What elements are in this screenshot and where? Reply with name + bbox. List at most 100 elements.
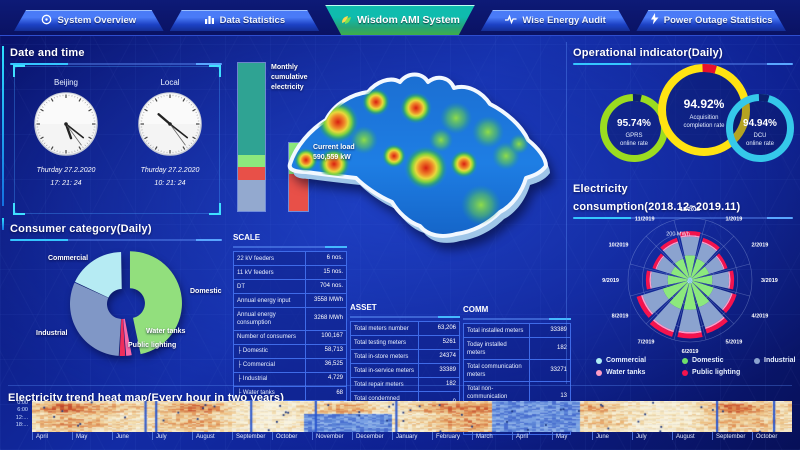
heatmap-month-axis: April May June July August September October No…: [32, 432, 792, 440]
row-label: 22 kV feeders: [237, 255, 275, 262]
leaf-icon: [340, 13, 352, 28]
svg-text:5/2019: 5/2019: [726, 340, 743, 346]
heatmap-month-label: April: [32, 432, 72, 440]
heatmap-hour-label: 18:...: [15, 421, 28, 428]
heatmap-hour-label: 12:...: [15, 414, 28, 421]
asset-panel: ASSET Total meters number 63,206 Total t…: [350, 297, 460, 415]
table-row: Today installed meters 182: [463, 337, 571, 361]
row-label: Total meters number: [354, 325, 409, 332]
operational-underline: [573, 63, 793, 65]
comm-underline: [463, 318, 571, 320]
consumer-category-subtitle: (Daily): [116, 223, 152, 235]
bar-segment: [289, 173, 308, 211]
row-label: Annual energy input: [237, 297, 291, 304]
consumer-category-panel: Consumer category(Daily): [10, 219, 222, 241]
clock-city-local: Local: [160, 78, 180, 87]
consumption-rose-chart: 12/2018 1/2019 2/2019 3/2019 4/2019 5/2019 6/2…: [578, 196, 800, 361]
row-label: Total in-store meters: [354, 353, 409, 360]
svg-text:8/2019: 8/2019: [612, 314, 629, 320]
heatmap-month-label: September: [712, 432, 752, 440]
table-row: 22 kV feeders 6 nos.: [233, 251, 347, 267]
heatmap-month-label: August: [192, 432, 232, 440]
heatmap-month-label: July: [152, 432, 192, 440]
table-row: ├ Commercial 36,525: [233, 357, 347, 373]
consumption-subtitle: (2018.12~2019.11): [644, 201, 741, 213]
svg-text:Acquisition: Acquisition: [689, 115, 718, 121]
pie-label-industrial: Industrial: [36, 330, 68, 337]
heatmap-month-label: August: [672, 432, 712, 440]
bar-chart-icon: [204, 14, 215, 28]
heatmap-month-label: May: [72, 432, 112, 440]
scale-title: SCALE: [233, 233, 261, 242]
operational-title: Operational indicator: [573, 47, 688, 59]
heatmap-y-axis: 0:00 6:00 12:... 18:...: [8, 400, 28, 430]
row-value: 33389: [418, 364, 459, 378]
svg-text:9/2019: 9/2019: [602, 278, 619, 284]
legend-dot-icon: [754, 357, 760, 364]
tab-power-outage-statistics[interactable]: Power Outage Statistics: [636, 10, 786, 31]
consumption-underline: [573, 217, 793, 219]
current-load-value: 590,559 kW: [313, 153, 351, 161]
row-value: 3558 MWh: [305, 294, 346, 308]
table-row: Total in-service meters 33389: [350, 363, 460, 379]
gauge-dcu-online-rate: 94.94% DCU online rate: [724, 92, 796, 169]
svg-text:7/2019: 7/2019: [638, 340, 655, 346]
asset-title: ASSET: [350, 303, 377, 312]
consumer-category-title: Consumer category: [10, 223, 117, 235]
datetime-panel: Date and time: [10, 43, 222, 65]
svg-text:3/2019: 3/2019: [761, 278, 778, 284]
svg-text:12/2018: 12/2018: [680, 207, 700, 213]
heatmap-month-label: December: [352, 432, 392, 440]
pie-label-water-tanks: Water tanks: [146, 328, 186, 335]
row-label: Total installed meters: [467, 327, 524, 334]
legend-item-domestic: Domestic: [682, 357, 754, 364]
svg-text:online rate: online rate: [620, 141, 649, 147]
scale-panel: SCALE 22 kV feeders 6 nos. 11 kV feeders…: [233, 227, 347, 416]
monthly-cumulative-bar: [237, 62, 266, 212]
consumer-donut-chart: [34, 240, 214, 382]
row-label: Total communication meters: [467, 363, 522, 378]
heatmap-month-label: October: [752, 432, 792, 440]
frame-corner-icon: [13, 65, 25, 77]
monthly-cumulative-label: Monthly cumulative electricity: [271, 64, 308, 91]
tab-label: Power Outage Statistics: [663, 15, 773, 26]
row-value: 63,206: [418, 322, 459, 336]
bar-segment: [238, 154, 265, 168]
tab-data-statistics[interactable]: Data Statistics: [170, 10, 320, 31]
row-value: 68: [305, 386, 346, 401]
table-row: Annual energy consumption 3268 MWh: [233, 307, 347, 331]
tab-label: Wisdom AMI System: [357, 14, 460, 26]
clock-date-beijing: Thurday 27.2.2020 17: 21: 24: [36, 167, 96, 187]
datetime-title: Date and time: [10, 47, 85, 59]
svg-text:95.74%: 95.74%: [617, 118, 651, 129]
gauge-acquisition-completion-rate: 94.92% Acquisition completion rate: [656, 62, 752, 163]
row-label: DT: [237, 283, 245, 290]
comm-title: COMM: [463, 305, 489, 314]
datetime-title-underline: [10, 63, 222, 65]
svg-text:10/2019: 10/2019: [609, 243, 629, 249]
consumption-panel: Electricity consumption(2018.12~2019.11): [573, 179, 793, 219]
heatmap-canvas: [32, 401, 792, 432]
row-value: 3268 MWh: [305, 308, 346, 330]
heatmap-month-label: February: [432, 432, 472, 440]
tab-wise-energy-audit[interactable]: Wise Energy Audit: [481, 10, 631, 31]
tab-label: Wise Energy Audit: [522, 15, 606, 26]
row-label: ├ Domestic: [237, 348, 268, 355]
heatmap-month-label: April: [512, 432, 552, 440]
tab-system-overview[interactable]: System Overview: [14, 10, 164, 31]
row-value: 182: [418, 378, 459, 392]
tab-wisdom-ami-system[interactable]: Wisdom AMI System: [325, 5, 475, 35]
asset-underline: [350, 316, 460, 318]
svg-text:1/2019: 1/2019: [726, 217, 743, 223]
operational-panel: Operational indicator(Daily): [573, 43, 793, 65]
row-label: Today installed meters: [467, 341, 507, 356]
current-load-label: Current load 590,559 kW: [313, 144, 355, 161]
table-row: Total in-store meters 24374: [350, 349, 460, 365]
analog-clock-beijing: [33, 91, 99, 162]
region-heat-map: [287, 72, 550, 243]
clock-city-beijing: Beijing: [53, 78, 78, 87]
pie-slice-commercial: [74, 252, 122, 298]
row-value: 33389: [529, 324, 570, 338]
table-row: Number of consumers 100,167: [233, 329, 347, 345]
row-value: 5261: [418, 336, 459, 350]
